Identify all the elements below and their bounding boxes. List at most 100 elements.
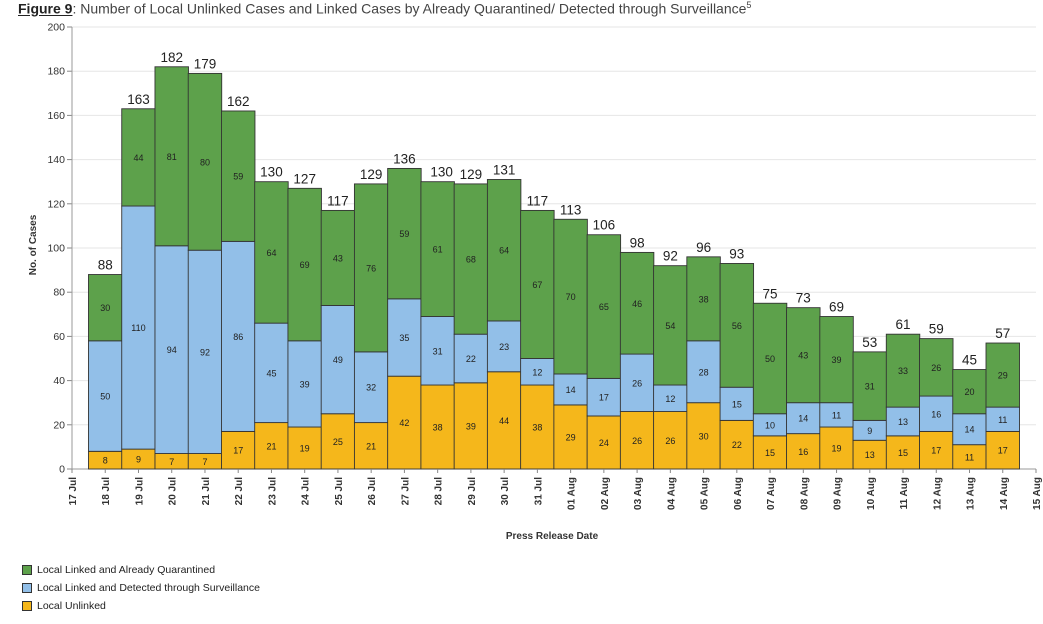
bar-segment: [885, 406, 921, 437]
y-tick-label: 180: [47, 66, 65, 78]
y-tick-label: 200: [47, 22, 65, 34]
segment-value-label: 7: [169, 457, 174, 467]
bar-segment: [88, 340, 123, 452]
bar-segment: [287, 426, 322, 470]
bar-total-label: 88: [98, 258, 113, 273]
x-tick-label: 14 Aug: [999, 477, 1010, 510]
segment-value-label: 11: [965, 452, 974, 462]
bar-total-label: 61: [896, 317, 911, 332]
bar-segment: [221, 240, 256, 432]
segment-value-label: 50: [765, 354, 775, 364]
bar-segment: [553, 404, 588, 470]
segment-value-label: 33: [898, 366, 908, 376]
segment-value-label: 14: [965, 425, 975, 435]
segment-value-label: 70: [566, 292, 576, 302]
legend-swatch-surveillance: [22, 583, 32, 593]
segment-value-label: 44: [499, 416, 509, 426]
segment-value-label: 17: [998, 446, 1008, 456]
bar-segment: [819, 402, 854, 428]
x-tick-label: 09 Aug: [833, 477, 844, 510]
x-tick-label: 07 Aug: [766, 477, 777, 510]
bar-total-label: 73: [796, 291, 811, 306]
bar-segment: [254, 422, 289, 470]
bar-total-label: 113: [560, 202, 582, 217]
segment-value-label: 61: [433, 245, 443, 255]
segment-value-label: 94: [167, 345, 177, 355]
x-tick-label: 21 Jul: [201, 477, 212, 506]
segment-value-label: 29: [998, 371, 1008, 381]
segment-value-label: 38: [699, 294, 709, 304]
bar-segment: [719, 419, 755, 470]
x-tick-label: 10 Aug: [866, 477, 877, 510]
x-tick-label: 11 Aug: [899, 477, 910, 509]
segment-value-label: 30: [699, 431, 709, 441]
y-axis-label: No. of Cases: [28, 214, 39, 275]
segment-value-label: 11: [832, 410, 841, 420]
bar-segment: [520, 209, 555, 359]
segment-value-label: 92: [200, 347, 210, 357]
bar-total-label: 75: [763, 286, 778, 301]
segment-value-label: 30: [100, 303, 110, 313]
y-tick-label: 140: [47, 154, 65, 166]
x-tick-label: 17 Jul: [68, 477, 79, 506]
x-axis-label: Press Release Date: [506, 531, 599, 542]
segment-value-label: 19: [300, 444, 310, 454]
bar-segment: [752, 435, 788, 470]
bar-segment: [420, 316, 455, 386]
bar-total-label: 163: [127, 92, 150, 107]
bar-segment: [819, 316, 854, 404]
segment-value-label: 86: [233, 332, 243, 342]
y-tick-label: 100: [47, 243, 65, 255]
legend-swatch-quarantined: [22, 565, 32, 575]
segment-value-label: 10: [765, 420, 775, 430]
segment-value-label: 14: [566, 385, 576, 395]
bar-segment: [885, 435, 921, 470]
segment-value-label: 35: [399, 333, 409, 343]
y-tick-label: 0: [59, 464, 65, 476]
legend-item-quarantined: Local Linked and Already Quarantined: [22, 561, 260, 579]
segment-value-label: 22: [732, 440, 742, 450]
segment-value-label: 23: [499, 342, 509, 352]
segment-value-label: 11: [998, 415, 1007, 425]
bar-total-label: 59: [929, 322, 944, 337]
segment-value-label: 69: [300, 260, 310, 270]
bar-total-label: 136: [393, 151, 416, 166]
segment-value-label: 46: [632, 299, 642, 309]
x-tick-label: 20 Jul: [168, 477, 179, 506]
segment-value-label: 42: [399, 418, 409, 428]
bar-total-label: 93: [729, 246, 744, 261]
segment-value-label: 26: [931, 363, 941, 373]
bar-total-label: 129: [460, 167, 483, 182]
segment-value-label: 8: [103, 456, 108, 466]
segment-value-label: 24: [599, 438, 609, 448]
x-tick-label: 15 Aug: [1032, 477, 1043, 510]
bar-segment: [619, 353, 655, 412]
bar-segment: [88, 274, 123, 342]
x-tick-label: 24 Jul: [301, 477, 312, 506]
segment-value-label: 80: [200, 157, 210, 167]
bar-segment: [287, 187, 322, 342]
segment-value-label: 21: [366, 441, 376, 451]
figure-title-text: : Number of Local Unlinked Cases and Lin…: [72, 0, 747, 17]
segment-value-label: 28: [699, 367, 709, 377]
bar-total-label: 130: [260, 165, 283, 180]
bar-segment: [586, 377, 622, 417]
segment-value-label: 64: [266, 248, 276, 258]
segment-value-label: 22: [466, 354, 476, 364]
segment-value-label: 39: [466, 421, 476, 431]
segment-value-label: 26: [632, 378, 642, 388]
segment-value-label: 38: [433, 423, 443, 433]
bar-segment: [819, 426, 854, 470]
segment-value-label: 64: [499, 246, 509, 256]
x-tick-label: 05 Aug: [700, 477, 711, 510]
bar-segment: [885, 333, 921, 408]
segment-value-label: 9: [136, 455, 141, 465]
bar-segment: [154, 66, 189, 247]
bar-total-label: 130: [430, 165, 453, 180]
legend-label-quarantined: Local Linked and Already Quarantined: [37, 564, 216, 576]
x-tick-label: 01 Aug: [567, 477, 578, 510]
bar-segment: [852, 351, 887, 421]
segment-value-label: 13: [898, 417, 908, 427]
bar-segment: [320, 413, 356, 470]
segment-value-label: 32: [366, 383, 376, 393]
